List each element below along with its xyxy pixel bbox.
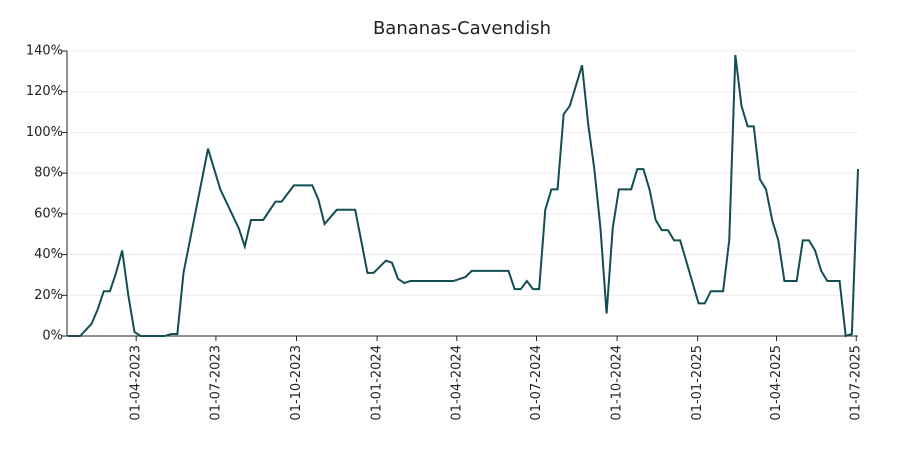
x-tick-label: 01-01-2024	[370, 345, 385, 421]
y-tick-label: 60%	[34, 206, 63, 221]
y-tick-label: 0%	[42, 329, 63, 344]
y-tick-label: 80%	[34, 166, 63, 181]
x-tick-label: 01-07-2024	[529, 345, 544, 421]
y-tick-label: 140%	[26, 44, 63, 59]
x-tick-label: 01-04-2024	[449, 345, 464, 421]
x-tick-label: 01-07-2025	[849, 345, 864, 421]
y-tick-label: 120%	[26, 84, 63, 99]
x-tick-label: 01-01-2025	[690, 345, 705, 421]
line-series	[67, 54, 859, 338]
x-tick-label: 01-07-2023	[208, 345, 223, 421]
y-tick-label: 100%	[26, 125, 63, 140]
y-tick-label: 40%	[34, 247, 63, 262]
x-tick-label: 01-10-2024	[610, 345, 625, 421]
x-tick-label: 01-04-2023	[129, 345, 144, 421]
y-tick-label: 20%	[34, 288, 63, 303]
x-tick-label: 01-10-2023	[289, 345, 304, 421]
chart-title: Bananas-Cavendish	[373, 18, 551, 39]
x-tick-label: 01-04-2025	[769, 345, 784, 421]
